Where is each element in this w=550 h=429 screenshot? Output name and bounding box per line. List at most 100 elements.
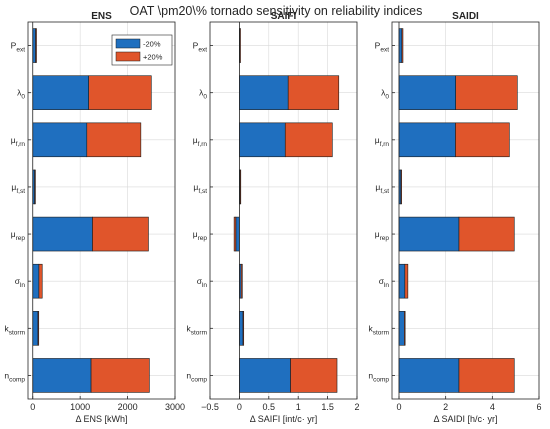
bar-minus-20 — [398, 28, 403, 63]
x-tick-label: 0 — [396, 402, 401, 412]
y-tick-label: kstorm — [369, 323, 390, 336]
bar-minus-20 — [398, 263, 406, 299]
x-tick-label: −0.5 — [201, 402, 219, 412]
y-tick-label: ncomp — [368, 370, 389, 383]
bar-minus-20 — [32, 216, 93, 252]
bar-minus-20 — [398, 311, 405, 346]
bar-plus-20 — [38, 263, 43, 299]
y-tick-label: kstorm — [187, 323, 208, 336]
bar-minus-20 — [32, 75, 89, 110]
x-tick-label: 6 — [536, 402, 541, 412]
bar-minus-20 — [239, 75, 289, 110]
x-tick-label: 1 — [296, 402, 301, 412]
y-tick-label: μf,rn — [11, 135, 26, 148]
x-tick-label: 2000 — [118, 402, 138, 412]
y-tick-label: μf,rn — [193, 135, 208, 148]
axes-box — [27, 21, 176, 400]
x-tick-label: 1.5 — [321, 402, 334, 412]
panel-title: SAIFI — [271, 11, 297, 22]
panel-saidi: Pext λ0 μf,rn μf,st μrep σln kstorm ncomp 0 2 4 6 SA… — [368, 11, 541, 424]
y-tick-label: Pext — [375, 41, 390, 54]
bar-minus-20 — [32, 358, 92, 393]
y-tick-label: σln — [15, 276, 26, 289]
y-tick-label: λ0 — [199, 88, 207, 101]
bar-plus-20 — [88, 75, 152, 110]
bar-minus-20 — [239, 122, 286, 158]
x-tick-label: 2 — [354, 402, 359, 412]
bar-minus-20 — [239, 358, 291, 393]
y-tick-label: ncomp — [4, 370, 25, 383]
x-tick-label: 0.5 — [263, 402, 276, 412]
panel-title: ENS — [91, 11, 112, 22]
bar-plus-20 — [455, 122, 510, 158]
legend-label-plus: +20% — [143, 53, 163, 62]
bar-plus-20 — [90, 358, 150, 393]
x-tick-label: 0 — [30, 402, 35, 412]
panel-saifi: Pext λ0 μf,rn μf,st μrep σln kstorm ncomp −0.5 0 0… — [186, 11, 359, 424]
x-tick-label: 2 — [443, 402, 448, 412]
x-tick-label: 1000 — [70, 402, 90, 412]
axes-box — [391, 21, 540, 400]
y-tick-label: σln — [197, 276, 208, 289]
bar-plus-20 — [37, 311, 40, 346]
bar-plus-20 — [290, 358, 338, 393]
bar-plus-20 — [239, 169, 242, 205]
bar-minus-20 — [235, 216, 240, 252]
x-tick-label: 4 — [490, 402, 495, 412]
y-tick-label: μrep — [11, 229, 26, 242]
figure-title: OAT \pm20\% tornado sensitivity on relia… — [130, 4, 423, 18]
y-tick-label: kstorm — [5, 323, 26, 336]
y-tick-label: ncomp — [186, 370, 207, 383]
x-tick-label: 0 — [237, 402, 242, 412]
legend-label-minus: -20% — [143, 40, 161, 49]
bar-plus-20 — [35, 28, 37, 63]
bar-plus-20 — [401, 28, 404, 63]
bar-plus-20 — [86, 122, 142, 158]
bar-plus-20 — [458, 216, 515, 252]
chart-legend: -20% +20% — [111, 34, 173, 66]
bar-minus-20 — [398, 75, 457, 110]
bar-plus-20 — [242, 311, 245, 346]
y-tick-label: σln — [379, 276, 390, 289]
legend-swatch-minus — [115, 38, 141, 49]
bar-plus-20 — [233, 216, 237, 252]
bar-minus-20 — [32, 263, 40, 299]
chart-panels: Pext λ0 μf,rn μf,st μrep σln kstorm ncomp 0 1000 2… — [4, 11, 541, 424]
y-tick-label: μf,st — [375, 182, 389, 195]
panel-ens: Pext λ0 μf,rn μf,st μrep σln kstorm ncomp 0 1000 2… — [4, 11, 185, 424]
bar-minus-20 — [398, 122, 456, 158]
x-axis-label: Δ SAIFI [int/c· yr] — [250, 414, 318, 424]
y-tick-label: μf,rn — [375, 135, 390, 148]
bar-minus-20 — [398, 358, 460, 393]
bar-plus-20 — [239, 28, 241, 63]
y-tick-label: μrep — [375, 229, 390, 242]
panel-title: SAIDI — [452, 11, 479, 22]
y-tick-label: μrep — [193, 229, 208, 242]
bar-plus-20 — [287, 75, 340, 110]
bar-plus-20 — [240, 263, 243, 299]
y-tick-label: λ0 — [381, 88, 389, 101]
y-tick-label: μf,st — [193, 182, 207, 195]
bar-minus-20 — [32, 28, 36, 63]
x-axis-label: Δ SAIDI [h/c· yr] — [433, 414, 497, 424]
bar-plus-20 — [455, 75, 518, 110]
bar-plus-20 — [92, 216, 149, 252]
bar-plus-20 — [400, 169, 402, 205]
bar-plus-20 — [284, 122, 333, 158]
bar-plus-20 — [458, 358, 515, 393]
axes-box — [209, 21, 358, 400]
bar-plus-20 — [34, 169, 36, 205]
bar-minus-20 — [398, 216, 460, 252]
bar-minus-20 — [32, 311, 39, 346]
legend-swatch-plus — [115, 51, 141, 62]
bar-minus-20 — [32, 122, 88, 158]
y-tick-label: Pext — [193, 41, 208, 54]
x-tick-label: 3000 — [165, 402, 185, 412]
y-tick-label: μf,st — [11, 182, 25, 195]
bar-plus-20 — [404, 263, 409, 299]
y-tick-label: λ0 — [17, 88, 25, 101]
bar-plus-20 — [404, 311, 406, 346]
x-axis-label: Δ ENS [kWh] — [75, 414, 127, 424]
y-tick-label: Pext — [11, 41, 26, 54]
